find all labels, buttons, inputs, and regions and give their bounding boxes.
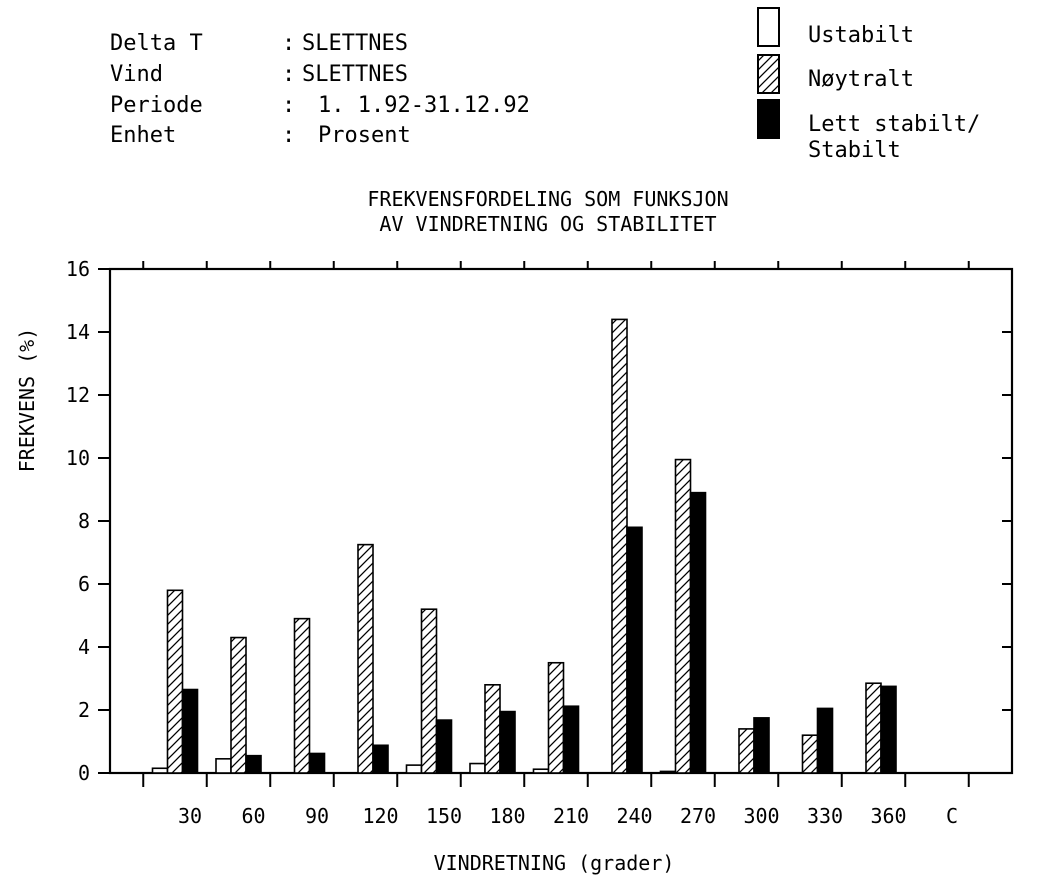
axis-ticks [98, 261, 1012, 787]
bar-open-30 [151, 767, 169, 774]
bar-hatch-60 [230, 636, 247, 774]
bar-solid-240 [626, 526, 643, 774]
x-axis-label: VINDRETNING (grader) [434, 851, 675, 875]
x-tick-label-210: 210 [553, 804, 589, 828]
header-sep-0: : [282, 31, 295, 56]
bar-solid-360 [880, 685, 897, 774]
y-tick-label-8: 8 [78, 509, 90, 533]
bar-open-210 [532, 768, 550, 774]
x-tick-labels: 30 60 90 120 150 180 210 240 270 300 330 360 C [178, 804, 958, 828]
bar-solid-60 [245, 754, 262, 774]
header-info: Delta T : SLETTNES Vind : SLETTNES Perio… [110, 31, 530, 148]
bars [151, 318, 897, 774]
y-tick-label-16: 16 [66, 257, 90, 281]
legend-label-ustabilt: Ustabilt [808, 23, 914, 48]
y-axis-label: FREKVENS (%) [15, 328, 39, 473]
bar-hatch-30 [166, 589, 184, 774]
x-tick-label-150: 150 [426, 804, 462, 828]
chart-title-line1: FREKVENSFORDELING SOM FUNKSJON [367, 187, 728, 211]
header-key-2: Periode [110, 93, 203, 118]
y-tick-label-0: 0 [78, 761, 90, 785]
x-tick-label-60: 60 [241, 804, 265, 828]
bar-solid-330 [816, 707, 834, 774]
x-tick-label-90: 90 [305, 804, 329, 828]
bar-solid-210 [562, 705, 580, 774]
header-value-1: SLETTNES [302, 62, 408, 87]
x-tick-label-120: 120 [362, 804, 398, 828]
bar-hatch-90 [293, 617, 311, 774]
bar-solid-180 [499, 710, 516, 774]
y-tick-label-10: 10 [66, 446, 90, 470]
bar-open-180 [469, 762, 486, 774]
header-key-1: Vind [110, 62, 163, 87]
bar-solid-270 [689, 491, 707, 774]
bar-hatch-240 [611, 318, 628, 774]
bar-open-60 [215, 758, 232, 774]
bar-open-270 [659, 770, 677, 774]
y-tick-label-4: 4 [78, 635, 90, 659]
legend-label-noytralt: Nøytralt [808, 67, 914, 92]
bar-solid-150 [435, 719, 453, 774]
header-sep-2: : [282, 93, 295, 118]
legend-swatch-ustabilt [757, 7, 780, 47]
legend: Ustabilt Nøytralt Lett stabilt/ Stabilt [757, 7, 980, 163]
chart-title-line2: AV VINDRETNING OG STABILITET [379, 212, 716, 236]
header-value-3: Prosent [318, 123, 411, 148]
bar-hatch-210 [547, 661, 565, 774]
legend-swatch-noytralt [757, 54, 780, 94]
x-tick-label-C: C [946, 804, 958, 828]
header-key-0: Delta T [110, 31, 203, 56]
bar-hatch-360 [865, 682, 882, 774]
legend-swatch-stabilt [757, 99, 780, 139]
x-tick-label-330: 330 [807, 804, 843, 828]
bar-hatch-150 [420, 608, 438, 774]
header-value-0: SLETTNES [302, 31, 408, 56]
header-key-3: Enhet [110, 123, 176, 148]
header-value-2: 1. 1.92-31.12.92 [318, 93, 530, 118]
header-sep-3: : [282, 123, 295, 148]
x-tick-label-300: 300 [743, 804, 779, 828]
bar-hatch-270 [674, 458, 692, 774]
bar-hatch-330 [801, 734, 819, 774]
bar-hatch-300 [738, 728, 755, 774]
y-tick-label-2: 2 [78, 698, 90, 722]
y-tick-labels: 0 2 4 6 8 10 12 14 16 [66, 257, 90, 785]
bar-solid-300 [753, 717, 770, 774]
y-tick-label-14: 14 [66, 320, 90, 344]
legend-label-stabilt-line1: Lett stabilt/ [808, 112, 980, 137]
x-tick-label-360: 360 [870, 804, 906, 828]
header-sep-1: : [282, 62, 295, 87]
bar-solid-120 [372, 744, 389, 774]
bar-hatch-120 [357, 543, 374, 774]
legend-label-stabilt-line2: Stabilt [808, 138, 901, 163]
x-tick-label-180: 180 [489, 804, 525, 828]
x-tick-label-270: 270 [680, 804, 716, 828]
bar-hatch-180 [484, 683, 501, 774]
bar-open-150 [405, 764, 423, 774]
bar-solid-30 [181, 688, 199, 774]
x-tick-label-240: 240 [616, 804, 652, 828]
y-tick-label-12: 12 [66, 383, 90, 407]
x-tick-label-30: 30 [178, 804, 202, 828]
y-tick-label-6: 6 [78, 572, 90, 596]
bar-solid-90 [308, 752, 326, 774]
